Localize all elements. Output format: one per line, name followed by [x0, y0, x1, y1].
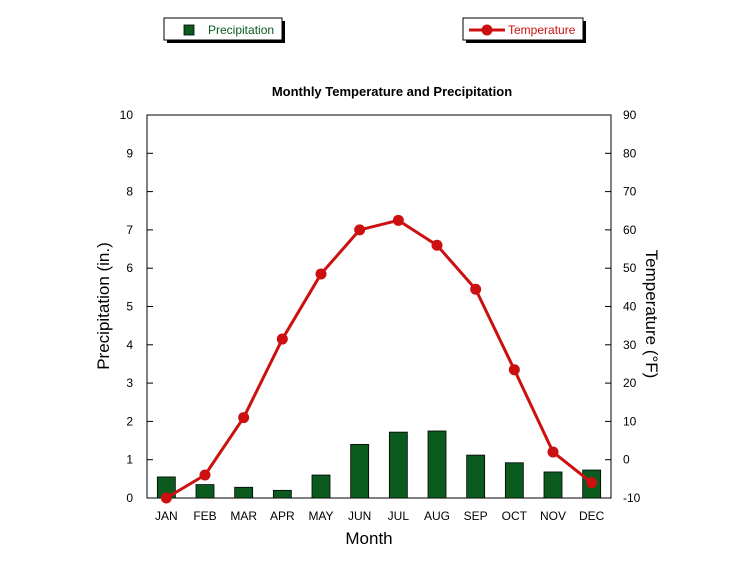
- temperature-point: [392, 214, 404, 226]
- right-tick-label: 0: [623, 453, 630, 467]
- temperature-point: [508, 364, 520, 376]
- x-tick-label: NOV: [540, 509, 566, 523]
- temperature-series-line: [165, 218, 593, 500]
- temperature-point: [276, 333, 288, 345]
- precipitation-bar: [466, 454, 486, 499]
- x-tick-label: SEP: [464, 509, 488, 523]
- left-tick-label: 0: [126, 491, 133, 505]
- right-tick-label: 90: [623, 108, 637, 122]
- left-tick-label: 4: [126, 338, 133, 352]
- right-tick-label: 40: [623, 300, 637, 314]
- temperature-point: [547, 446, 559, 458]
- right-tick-label: -10: [623, 491, 641, 505]
- temperature-point: [470, 283, 482, 295]
- x-axis-ticks: JAN FEB MAR APR MAY JUN JUL AUG SEP OCT NOV DEC: [155, 509, 605, 523]
- precipitation-bars: [156, 430, 602, 499]
- x-axis-title: Month: [345, 529, 392, 548]
- temperature-point: [160, 492, 172, 504]
- left-tick-label: 7: [126, 223, 133, 237]
- x-tick-label: MAY: [308, 509, 333, 523]
- y-axis-right-title: Temperature (°F): [642, 250, 661, 379]
- precipitation-bar: [234, 486, 254, 499]
- left-tick-label: 1: [126, 453, 133, 467]
- right-tick-label: 70: [623, 185, 637, 199]
- precipitation-bar: [427, 430, 447, 499]
- legend-temperature: Temperature: [462, 17, 586, 43]
- x-tick-label: MAR: [230, 509, 257, 523]
- temperature-point: [315, 268, 327, 280]
- left-tick-label: 9: [126, 146, 133, 160]
- right-axis-ticks: -10 0 10 20 30 40 50 60 70 80 90: [605, 108, 641, 505]
- legend-temperature-marker: [481, 24, 493, 36]
- x-tick-label: JUL: [388, 509, 410, 523]
- right-tick-label: 60: [623, 223, 637, 237]
- right-tick-label: 30: [623, 338, 637, 352]
- temperature-line: [160, 214, 598, 504]
- right-tick-label: 10: [623, 414, 637, 428]
- x-tick-label: AUG: [424, 509, 450, 523]
- legend-precipitation-swatch: [183, 24, 195, 36]
- temperature-point: [238, 412, 250, 424]
- precipitation-bar: [543, 471, 563, 499]
- precipitation-bar: [195, 484, 215, 499]
- x-tick-label: FEB: [193, 509, 216, 523]
- precipitation-bar: [311, 474, 331, 499]
- left-tick-label: 10: [120, 108, 134, 122]
- temperature-point: [586, 477, 598, 489]
- temperature-point: [354, 224, 366, 236]
- left-tick-label: 5: [126, 300, 133, 314]
- y-axis-left-title: Precipitation (in.): [94, 242, 113, 370]
- plot-frame: [146, 114, 612, 499]
- left-axis-ticks: 0 1 2 3 4 5 6 7 8 9 10: [120, 108, 153, 505]
- right-tick-label: 80: [623, 146, 637, 160]
- left-tick-label: 3: [126, 376, 133, 390]
- x-tick-label: JAN: [155, 509, 178, 523]
- x-tick-label: OCT: [502, 509, 528, 523]
- left-tick-label: 8: [126, 185, 133, 199]
- legend-precipitation: Precipitation: [163, 17, 285, 43]
- precipitation-bar: [388, 431, 408, 499]
- x-tick-label: APR: [270, 509, 295, 523]
- right-tick-label: 20: [623, 376, 637, 390]
- left-tick-label: 6: [126, 261, 133, 275]
- precipitation-bar: [504, 462, 524, 499]
- left-tick-label: 2: [126, 414, 133, 428]
- legend-precipitation-label: Precipitation: [208, 23, 274, 37]
- temperature-point: [431, 239, 443, 251]
- precipitation-bar: [272, 489, 292, 499]
- temperature-point: [199, 469, 211, 481]
- right-tick-label: 50: [623, 261, 637, 275]
- legend-temperature-label: Temperature: [508, 23, 576, 37]
- x-tick-label: DEC: [579, 509, 605, 523]
- precipitation-bar: [350, 443, 370, 499]
- x-tick-label: JUN: [348, 509, 371, 523]
- chart-title: Monthly Temperature and Precipitation: [272, 84, 512, 99]
